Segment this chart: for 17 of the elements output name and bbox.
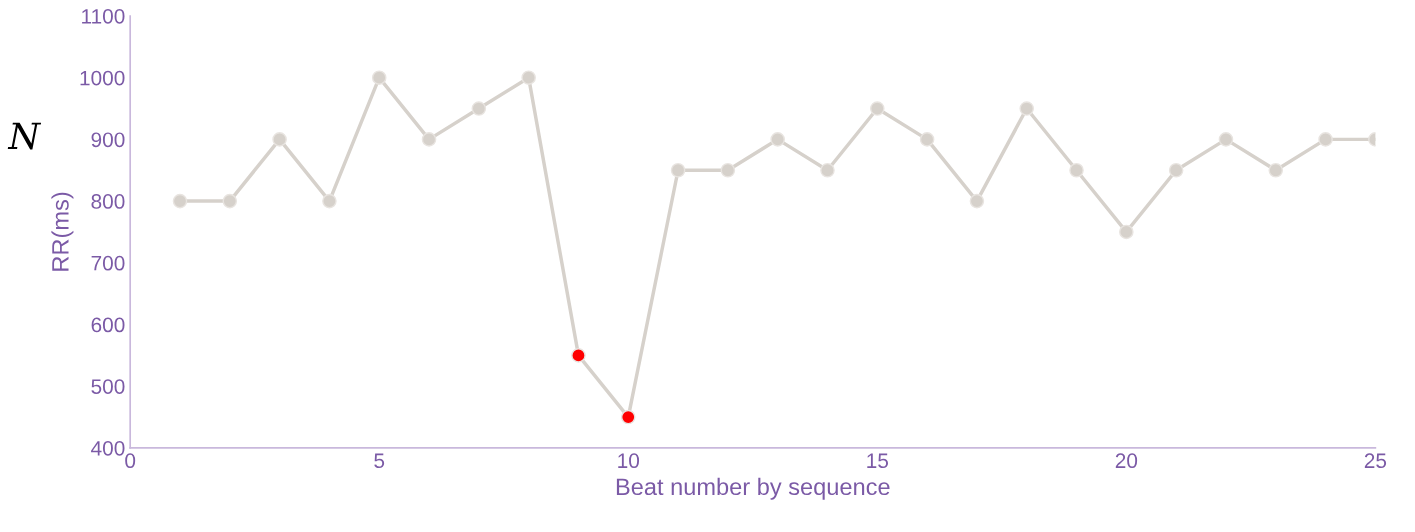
y-tick-label: 500 [91,379,125,394]
text: N [7,122,42,150]
y-tick-label: 600 [91,317,125,333]
y-tick-label: 400 [91,440,125,456]
x-axis-title: Beat number by sequence [616,477,890,500]
x-tick-label: 5 [374,453,385,469]
x-tick-label: 15 [867,453,889,469]
y-tick-label: 1100 [82,8,125,24]
x-tick-label: 20 [1115,453,1138,469]
x-tick-label: 10 [618,453,640,469]
y-axis-title: RR(ms) [51,192,74,271]
y-tick-label: 800 [91,194,125,209]
x-tick-label: 0 [125,453,136,469]
y-tick-label: 700 [91,255,125,271]
x-tick-label: 25 [1364,453,1387,469]
y-tick-label: 900 [91,132,125,148]
y-tick-label: 1000 [80,70,125,86]
